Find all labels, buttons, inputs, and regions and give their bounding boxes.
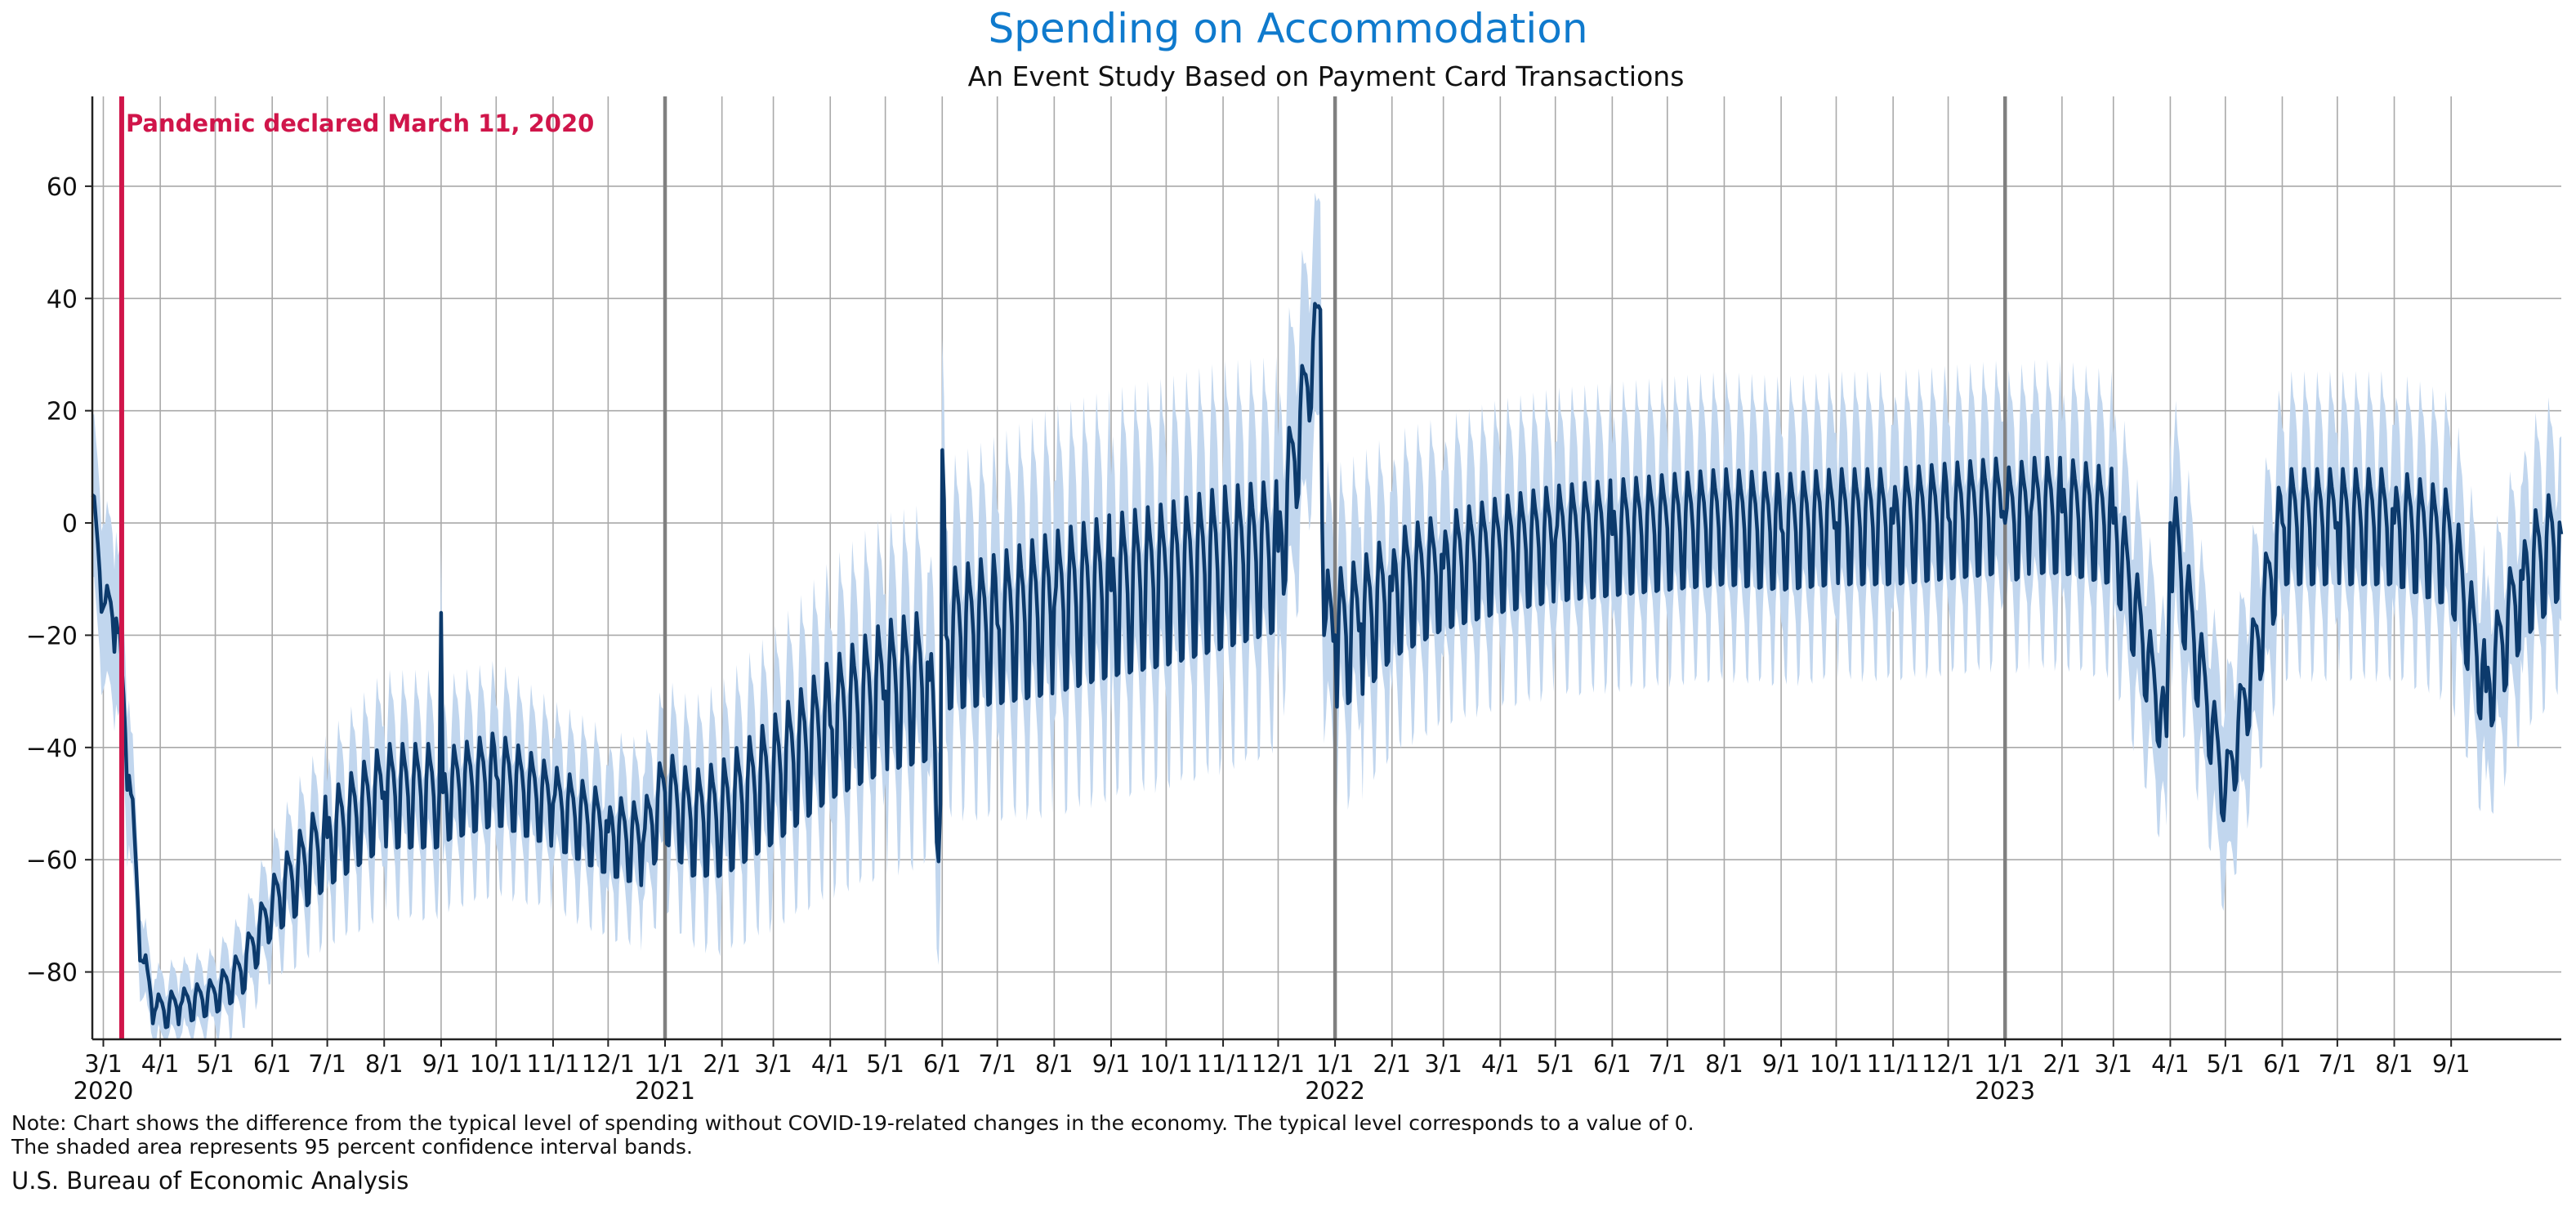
chart-note-ci: The shaded area represents 95 percent co… — [11, 1135, 693, 1159]
chart-title: Spending on Accommodation — [988, 5, 1588, 52]
x-tick-label: 12/1 — [1252, 1050, 1305, 1078]
x-tick-label: 7/1 — [2319, 1050, 2357, 1078]
pandemic-event-label: Pandemic declared March 11, 2020 — [126, 109, 594, 137]
x-tick-label: 9/1 — [1092, 1050, 1131, 1078]
x-tick-label: 6/1 — [1593, 1050, 1632, 1078]
year-line-layer — [663, 96, 2007, 1039]
x-tick-label: 1/1 — [1316, 1050, 1355, 1078]
x-tick-label: 1/1 — [646, 1050, 685, 1078]
x-tick-label: 9/1 — [422, 1050, 461, 1078]
axis-layer — [85, 96, 2561, 1047]
x-tick-label: 6/1 — [253, 1050, 292, 1078]
x-tick-label: 10/1 — [1810, 1050, 1863, 1078]
y-tick-label: −80 — [26, 959, 78, 988]
chart-note: Note: Chart shows the difference from th… — [11, 1111, 1694, 1135]
x-tick-label: 4/1 — [811, 1050, 850, 1078]
x-tick-label: 3/1 — [754, 1050, 792, 1078]
y-tick-label: −20 — [26, 622, 78, 650]
x-tick-label: 9/1 — [2432, 1050, 2471, 1078]
x-tick-label: 2/1 — [1373, 1050, 1411, 1078]
x-tick-label: 6/1 — [2263, 1050, 2301, 1078]
x-tick-label: 4/1 — [1481, 1050, 1520, 1078]
x-tick-label: 11/1 — [1196, 1050, 1249, 1078]
x-tick-label: 5/1 — [866, 1050, 904, 1078]
x-tick-label: 11/1 — [526, 1050, 579, 1078]
y-tick-label: 0 — [62, 510, 78, 538]
x-year-label: 2022 — [1305, 1077, 1365, 1105]
y-tick-label: −60 — [26, 846, 78, 875]
source-label: U.S. Bureau of Economic Analysis — [11, 1167, 409, 1195]
x-year-label: 2021 — [635, 1077, 695, 1105]
x-tick-label: 5/1 — [196, 1050, 234, 1078]
x-tick-label: 11/1 — [1867, 1050, 1920, 1078]
x-tick-label: 3/1 — [2094, 1050, 2132, 1078]
x-year-label: 2020 — [74, 1077, 134, 1105]
y-tick-label: 40 — [47, 285, 78, 314]
spending-series-line — [91, 302, 2564, 1030]
x-tick-label: 3/1 — [1424, 1050, 1462, 1078]
y-tick-label: −40 — [26, 735, 78, 763]
x-tick-label: 10/1 — [470, 1050, 523, 1078]
x-tick-label: 1/1 — [1986, 1050, 2025, 1078]
x-tick-label: 8/1 — [1035, 1050, 1074, 1078]
x-tick-label: 12/1 — [1922, 1050, 1975, 1078]
chart-subtitle: An Event Study Based on Payment Card Tra… — [967, 60, 1685, 92]
x-tick-label: 5/1 — [2206, 1050, 2244, 1078]
event-layer: Pandemic declared March 11, 2020 — [118, 96, 594, 1039]
x-tick-label: 2/1 — [703, 1050, 741, 1078]
x-year-label: 2023 — [1975, 1077, 2035, 1105]
grid-layer — [92, 96, 2561, 1039]
x-tick-label: 8/1 — [365, 1050, 404, 1078]
x-tick-label: 7/1 — [978, 1050, 1016, 1078]
x-tick-label: 12/1 — [582, 1050, 635, 1078]
x-tick-label: 4/1 — [141, 1050, 180, 1078]
x-tick-label: 6/1 — [923, 1050, 962, 1078]
x-tick-label: 10/1 — [1140, 1050, 1193, 1078]
y-tick-label: 60 — [47, 173, 78, 202]
x-tick-label: 2/1 — [2043, 1050, 2082, 1078]
x-tick-label: 5/1 — [1536, 1050, 1574, 1078]
x-tick-label: 9/1 — [1762, 1050, 1801, 1078]
x-tick-label: 3/1 — [84, 1050, 123, 1078]
x-tick-label: 7/1 — [1648, 1050, 1686, 1078]
x-tick-label: 8/1 — [2375, 1050, 2413, 1078]
x-tick-label: 4/1 — [2151, 1050, 2190, 1078]
series-line-layer — [91, 302, 2564, 1030]
y-tick-label: 20 — [47, 398, 78, 427]
x-tick-label: 7/1 — [308, 1050, 346, 1078]
x-tick-label: 8/1 — [1705, 1050, 1743, 1078]
